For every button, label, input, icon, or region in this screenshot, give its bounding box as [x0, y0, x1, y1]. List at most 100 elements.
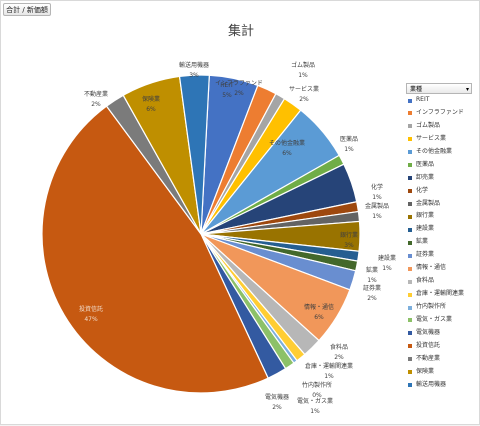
legend-label: 金属製品	[416, 199, 441, 207]
legend-label: 竹内製作所	[416, 303, 447, 310]
slice-label: 銀行業	[340, 231, 358, 239]
legend-swatch	[408, 98, 412, 103]
legend-label: 建設業	[416, 225, 435, 233]
slice-label: インフラファンド	[215, 80, 263, 87]
slice-label: サービス業	[289, 85, 319, 93]
legend-swatch	[408, 305, 412, 310]
slice-label: 不動産業	[84, 90, 108, 98]
slice-label: 電気・ガス業	[297, 397, 333, 405]
legend-item[interactable]: 電気・ガス業	[406, 314, 474, 327]
legend-item[interactable]: インフラファンド	[406, 107, 474, 120]
legend-label: 電気・ガス業	[416, 315, 453, 323]
legend: 業種 ▾ REIT インフラファンド ゴム製品サービス業その他金融業 医薬品卸売業化学…	[406, 83, 474, 392]
slice-percent-label: 2%	[272, 404, 282, 411]
legend-item[interactable]: 医薬品	[406, 159, 474, 172]
legend-item[interactable]: 証券業	[406, 249, 474, 262]
legend-item[interactable]: 建設業	[406, 223, 474, 236]
legend-swatch	[408, 214, 412, 219]
pie-slice[interactable]	[41, 105, 269, 394]
legend-swatch	[408, 370, 412, 375]
slice-label: 輸送用機器	[179, 61, 209, 69]
slice-label: 投資信託	[79, 305, 103, 313]
legend-swatch	[408, 176, 412, 181]
legend-label: その他金融業	[416, 147, 453, 155]
legend-item[interactable]: 情報・通信	[406, 262, 474, 275]
slice-label: REIT	[220, 82, 234, 89]
legend-item[interactable]: 金属製品	[406, 198, 474, 211]
slice-label: 証券業	[363, 284, 381, 292]
legend-item[interactable]: サービス業	[406, 133, 474, 146]
legend-label: 不動産業	[416, 354, 441, 362]
legend-label: サービス業	[416, 134, 447, 142]
legend-item[interactable]: 保険業	[406, 366, 474, 379]
legend-label: 卸売業	[416, 173, 435, 181]
legend-item[interactable]: 鉱業	[406, 236, 474, 249]
legend-label: 保険業	[416, 367, 435, 375]
slice-percent-label: 2%	[234, 90, 244, 97]
legend-label: 倉庫・運輸関連業	[416, 290, 465, 298]
legend-item[interactable]: 電気機器	[406, 327, 474, 340]
legend-item[interactable]: 不動産業	[406, 353, 474, 366]
legend-item[interactable]: 輸送用機器	[406, 379, 474, 392]
slice-label: その他金融業	[269, 139, 305, 147]
legend-item[interactable]: REIT	[406, 94, 474, 107]
slice-percent-label: 2%	[367, 295, 377, 302]
legend-swatch	[408, 189, 412, 194]
legend-label: 証券業	[416, 251, 435, 259]
legend-label: 情報・通信	[416, 264, 447, 272]
legend-item[interactable]: 銀行業	[406, 210, 474, 223]
legend-item[interactable]: その他金融業	[406, 146, 474, 159]
legend-swatch	[408, 331, 412, 336]
slice-label: 金属製品	[365, 202, 389, 210]
legend-label: 銀行業	[416, 212, 435, 220]
legend-label: 食料品	[416, 277, 435, 285]
legend-filter-dropdown[interactable]: 業種 ▾	[406, 83, 472, 94]
slice-percent-label: 2%	[91, 101, 101, 108]
slice-percent-label: 2%	[334, 354, 344, 361]
legend-swatch	[408, 240, 412, 245]
legend-label: インフラファンド	[416, 108, 464, 116]
slice-percent-label: 1%	[367, 277, 377, 284]
legend-item[interactable]: 食料品	[406, 275, 474, 288]
slice-label: 化学	[371, 183, 383, 191]
slice-label: 情報・通信	[304, 303, 334, 311]
value-field-button[interactable]: 合計 / 新価額	[3, 3, 51, 16]
slice-percent-label: 1%	[324, 373, 334, 380]
slice-percent-label: 0%	[312, 392, 322, 399]
slice-percent-label: 1%	[372, 213, 382, 220]
legend-item[interactable]: 倉庫・運輸関連業	[406, 288, 474, 301]
slice-percent-label: 5%	[222, 92, 232, 99]
legend-swatch	[408, 357, 412, 362]
legend-label: 医薬品	[416, 160, 435, 168]
slice-percent-label: 1%	[344, 146, 354, 153]
slice-label: 食料品	[330, 343, 348, 351]
legend-label: 輸送用機器	[416, 380, 447, 388]
legend-swatch	[408, 279, 412, 284]
legend-swatch	[408, 124, 412, 129]
slice-percent-label: 6%	[314, 314, 324, 321]
slice-percent-label: 1%	[382, 265, 392, 272]
slice-percent-label: 3%	[344, 242, 354, 249]
legend-swatch	[408, 227, 412, 232]
legend-item[interactable]: 投資信託	[406, 340, 474, 353]
slice-percent-label: 3%	[189, 72, 199, 79]
slice-label: 鉱業	[366, 266, 378, 274]
legend-item[interactable]: 卸売業	[406, 172, 474, 185]
pie-slice[interactable]	[178, 74, 210, 235]
legend-label: 化学	[416, 186, 429, 194]
legend-swatch	[408, 163, 412, 168]
legend-item[interactable]: ゴム製品	[406, 120, 474, 133]
slice-percent-label: 1%	[372, 194, 382, 201]
legend-item[interactable]: 化学	[406, 185, 474, 198]
legend-label: ゴム製品	[416, 121, 441, 129]
legend-swatch	[408, 318, 412, 323]
slice-percent-label: 1%	[310, 408, 320, 415]
legend-swatch	[408, 344, 412, 349]
slice-label: 竹内製作所	[302, 381, 332, 389]
slice-label: 保険業	[142, 95, 160, 103]
slice-label: 医薬品	[340, 135, 358, 143]
slice-label: 建設業	[378, 254, 396, 262]
legend-item[interactable]: 竹内製作所	[406, 301, 474, 314]
legend-label: 鉱業	[416, 238, 429, 246]
